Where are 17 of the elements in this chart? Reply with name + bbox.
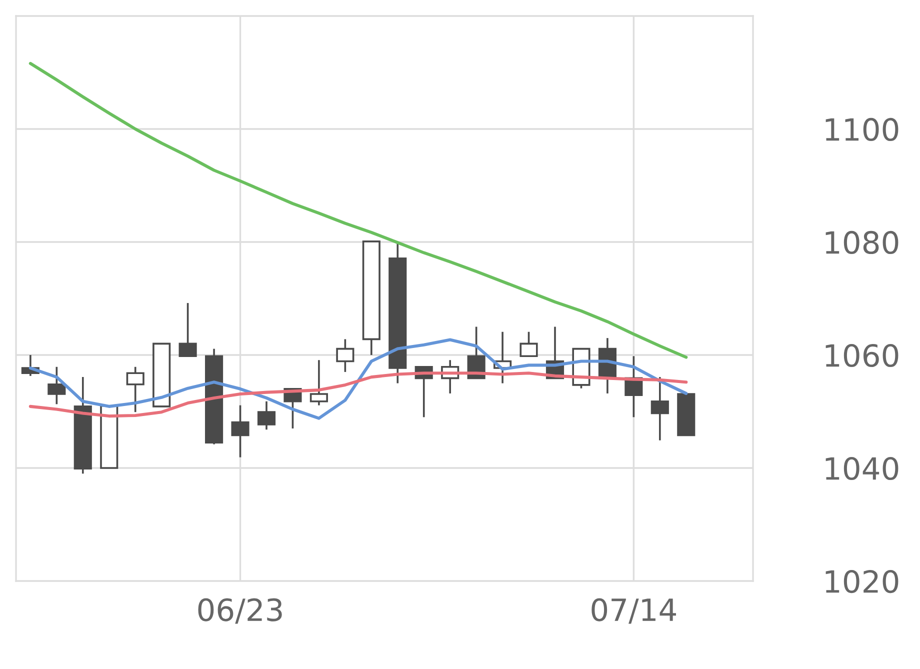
x-tick-label: 06/23: [198, 598, 282, 624]
candlestick: [336, 338, 354, 373]
y-tick-label: 1080: [826, 230, 898, 254]
line-series: [28, 62, 688, 359]
candlestick: [126, 366, 144, 413]
candlestick: [231, 404, 250, 458]
y-tick-label: 1020: [826, 570, 898, 594]
y-tick-label: 1100: [826, 118, 898, 142]
candlestick: [178, 302, 197, 358]
candlestick: [650, 376, 669, 442]
candlestick: [257, 400, 276, 430]
candlestick: [520, 330, 538, 358]
candlestick: [310, 359, 328, 406]
x-tick-label: 07/14: [592, 598, 676, 624]
y-tick-label: 1060: [826, 344, 898, 368]
candlestick: [48, 366, 66, 406]
y-tick-label: 1040: [826, 456, 898, 480]
